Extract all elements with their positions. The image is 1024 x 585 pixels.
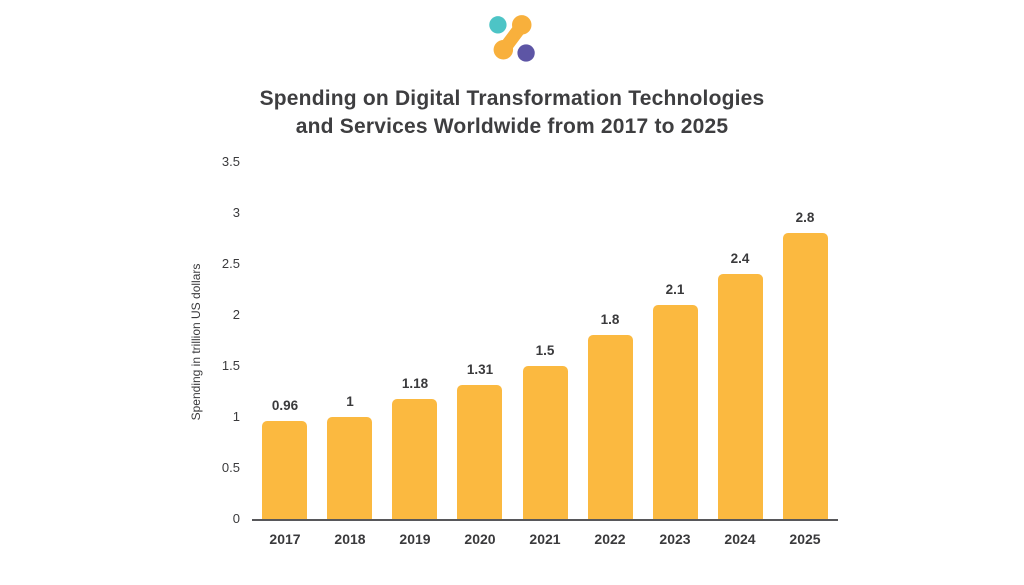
bar-2021 xyxy=(523,366,568,519)
x-tick-label-2018: 2018 xyxy=(334,531,366,547)
chart-title-line2: and Services Worldwide from 2017 to 2025 xyxy=(295,115,729,138)
y-tick-label-2: 2 xyxy=(232,307,240,322)
x-tick-label-2019: 2019 xyxy=(399,531,431,547)
chart-title-line1: Spending on Digital Transformation Techn… xyxy=(259,87,765,110)
brand-logo-icon xyxy=(489,15,535,62)
y-tick-label-1.5: 1.5 xyxy=(221,358,240,373)
bar-value-label-2021: 1.5 xyxy=(535,343,555,358)
bar-2024 xyxy=(718,274,763,519)
x-tick-label-2017: 2017 xyxy=(269,531,301,547)
y-tick-label-0.5: 0.5 xyxy=(221,460,240,475)
bar-value-label-2025: 2.8 xyxy=(795,210,815,225)
bar-2022 xyxy=(588,335,633,519)
bar-value-label-2024: 2.4 xyxy=(730,251,750,266)
x-tick-label-2025: 2025 xyxy=(789,531,821,547)
bar-2025 xyxy=(783,233,828,519)
y-tick-label-2.5: 2.5 xyxy=(221,256,240,271)
y-tick-label-3.5: 3.5 xyxy=(221,154,240,169)
y-axis-title: Spending in trillion US dollars xyxy=(189,263,203,421)
x-tick-label-2022: 2022 xyxy=(594,531,626,547)
bar-2019 xyxy=(392,399,437,519)
x-tick-label-2024: 2024 xyxy=(724,531,756,547)
bar-value-label-2017: 0.96 xyxy=(271,398,299,413)
bar-2020 xyxy=(457,385,502,519)
x-tick-label-2021: 2021 xyxy=(529,531,561,547)
bar-2023 xyxy=(653,305,698,519)
bar-value-label-2018: 1 xyxy=(346,394,354,409)
bar-value-label-2023: 2.1 xyxy=(665,282,685,297)
x-tick-label-2023: 2023 xyxy=(659,531,691,547)
chart-title: Spending on Digital Transformation Techn… xyxy=(0,85,1024,141)
y-tick-label-3: 3 xyxy=(232,205,240,220)
x-axis-line xyxy=(252,519,838,521)
y-tick-label-1: 1 xyxy=(232,409,240,424)
bar-value-label-2022: 1.8 xyxy=(600,312,620,327)
bar-2018 xyxy=(327,417,372,519)
bar-2017 xyxy=(262,421,307,519)
bar-value-label-2020: 1.31 xyxy=(466,362,494,377)
x-tick-label-2020: 2020 xyxy=(464,531,496,547)
y-tick-label-0: 0 xyxy=(232,511,240,526)
bar-value-label-2019: 1.18 xyxy=(401,376,429,391)
